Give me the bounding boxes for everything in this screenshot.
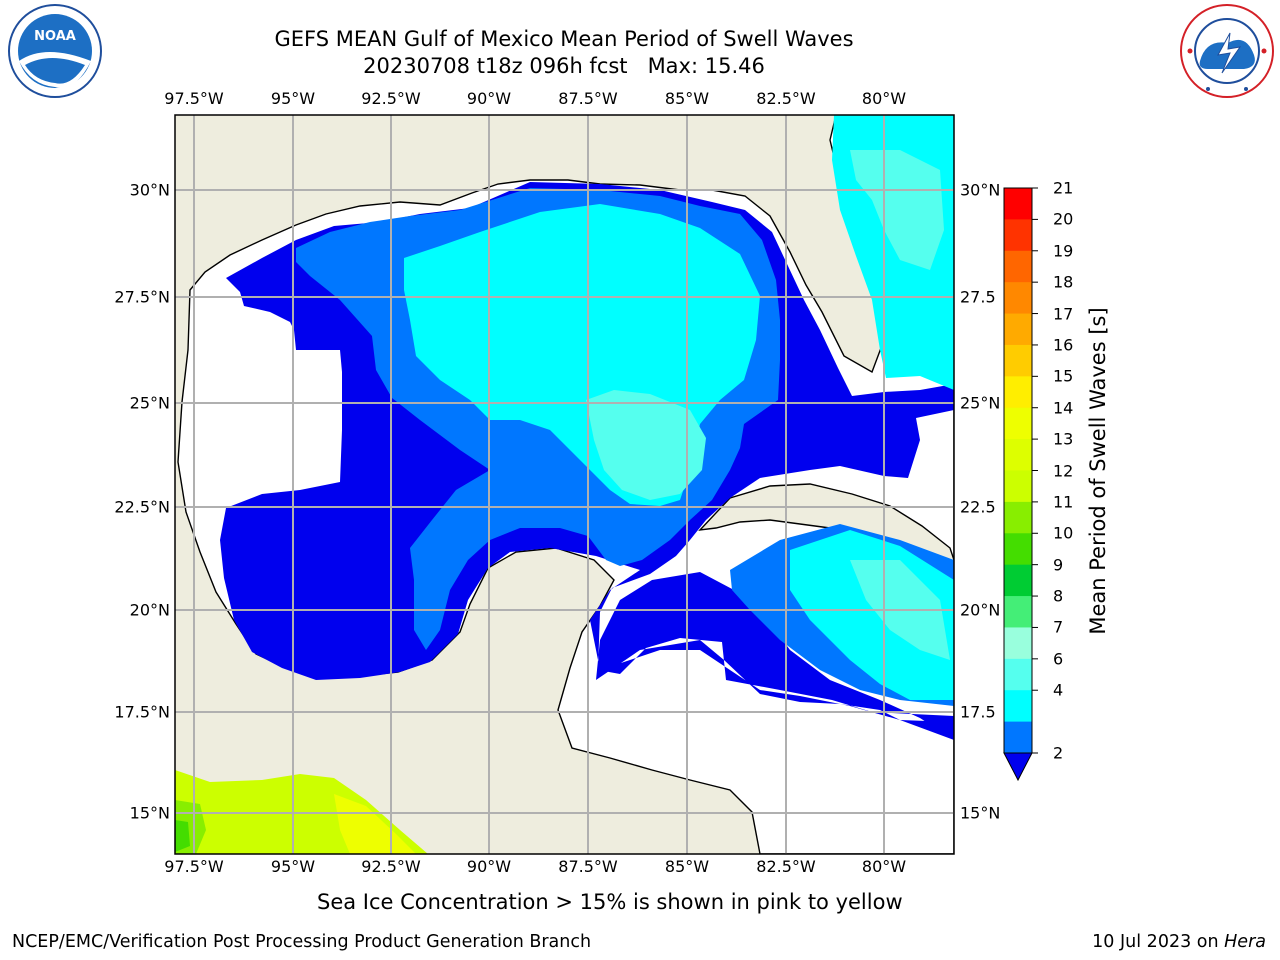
colorbar-label: Mean Period of Swell Waves [s] bbox=[1086, 307, 1110, 635]
lat-tick-left: 15°N bbox=[129, 803, 170, 823]
colorbar-bin bbox=[1004, 219, 1032, 252]
lat-tick-left: 25°N bbox=[129, 393, 170, 413]
lon-tick-bottom: 97.5°W bbox=[164, 857, 224, 876]
graticule bbox=[175, 115, 954, 854]
colorbar-tick-label: 7 bbox=[1053, 617, 1064, 637]
colorbar-bin bbox=[1004, 188, 1032, 220]
colorbar-bin bbox=[1004, 627, 1032, 660]
lon-tick-top: 87.5°W bbox=[558, 89, 618, 108]
lon-tick-top: 85°W bbox=[664, 89, 710, 108]
colorbar-tick-label: 4 bbox=[1053, 680, 1064, 700]
colorbar-tick-label: 8 bbox=[1053, 586, 1064, 606]
colorbar-bin bbox=[1004, 344, 1032, 377]
lat-tick-left: 17.5°N bbox=[114, 702, 170, 722]
colorbar-bin bbox=[1004, 501, 1032, 534]
colorbar-bin bbox=[1004, 658, 1032, 691]
colorbar-tick-label: 21 bbox=[1053, 178, 1074, 198]
svg-text:NOAA: NOAA bbox=[34, 29, 76, 44]
lon-tick-bottom: 95°W bbox=[270, 857, 316, 876]
colorbar-tick-label: 19 bbox=[1053, 241, 1074, 261]
lon-tick-bottom: 82.5°W bbox=[756, 857, 816, 876]
colorbar-tick-label: 16 bbox=[1053, 335, 1074, 355]
colorbar-tick-label: 20 bbox=[1053, 209, 1074, 229]
footer-right: 10 Jul 2023 on Hera bbox=[1092, 932, 1266, 952]
lat-tick-left: 27.5°N bbox=[114, 287, 170, 307]
lon-tick-top: 92.5°W bbox=[361, 89, 421, 108]
lon-tick-top: 90°W bbox=[466, 89, 512, 108]
lat-tick-left: 22.5°N bbox=[114, 497, 170, 517]
lon-tick-bottom: 85°W bbox=[664, 857, 710, 876]
lon-tick-bottom: 92.5°W bbox=[361, 857, 421, 876]
colorbar-tick-label: 15 bbox=[1053, 366, 1074, 386]
colorbar-bin bbox=[1004, 721, 1032, 754]
colorbar-bin bbox=[1004, 439, 1032, 471]
colorbar-tick-label: 14 bbox=[1053, 398, 1074, 418]
colorbar-tick-label: 11 bbox=[1053, 492, 1074, 512]
swell-period-field bbox=[175, 115, 954, 854]
lat-tick-right: 15°N bbox=[960, 803, 1001, 823]
lat-tick-left: 30°N bbox=[129, 180, 170, 200]
lat-tick-right: 30°N bbox=[960, 180, 1001, 200]
footer-date: 10 Jul 2023 on bbox=[1092, 932, 1225, 952]
lon-tick-bottom: 80°W bbox=[861, 857, 907, 876]
colorbar-tick-label: 2 bbox=[1053, 743, 1064, 763]
colorbar-bin bbox=[1004, 596, 1032, 628]
colorbar-bin bbox=[1004, 250, 1032, 283]
colorbar-bin bbox=[1004, 690, 1032, 723]
colorbar-bin bbox=[1004, 470, 1032, 503]
footer-left: NCEP/EMC/Verification Post Processing Pr… bbox=[12, 932, 592, 952]
lon-tick-top: 82.5°W bbox=[756, 89, 816, 108]
colorbar-tick-label: 17 bbox=[1053, 304, 1074, 324]
lon-tick-bottom: 90°W bbox=[466, 857, 512, 876]
colorbar-bin bbox=[1004, 407, 1032, 440]
title-line-1: GEFS MEAN Gulf of Mexico Mean Period of … bbox=[274, 27, 854, 51]
lon-tick-bottom: 87.5°W bbox=[558, 857, 618, 876]
colorbar-tick-label: 18 bbox=[1053, 272, 1074, 292]
footer-host: Hera bbox=[1224, 932, 1266, 952]
lon-tick-top: 97.5°W bbox=[164, 89, 224, 108]
colorbar-tick-label: 12 bbox=[1053, 461, 1074, 480]
colorbar-extend-triangle bbox=[1003, 752, 1033, 782]
colorbar-bin bbox=[1004, 533, 1032, 566]
lat-tick-right: 17.5 bbox=[960, 702, 996, 722]
colorbar-tick-label: 13 bbox=[1053, 429, 1074, 449]
colorbar-bin bbox=[1004, 376, 1032, 409]
sea-ice-caption: Sea Ice Concentration > 15% is shown in … bbox=[317, 890, 903, 914]
colorbar-tick-label: 9 bbox=[1053, 555, 1064, 575]
colorbar bbox=[1003, 187, 1038, 782]
lat-tick-right: 20°N bbox=[960, 600, 1001, 620]
lon-tick-top: 95°W bbox=[270, 89, 316, 108]
colorbar-tick-label: 6 bbox=[1053, 649, 1064, 669]
noaa-logo: NOAA bbox=[8, 4, 102, 98]
colorbar-tick-label: 10 bbox=[1053, 523, 1074, 543]
lat-tick-right: 22.5 bbox=[960, 497, 996, 517]
colorbar-bin bbox=[1004, 564, 1032, 597]
nws-logo bbox=[1180, 4, 1274, 98]
colorbar-bin bbox=[1004, 282, 1032, 315]
lat-tick-left: 20°N bbox=[129, 600, 170, 620]
lat-tick-right: 25°N bbox=[960, 393, 1001, 413]
lon-tick-top: 80°W bbox=[861, 89, 907, 108]
title-line-2: 20230708 t18z 096h fcst Max: 15.46 bbox=[363, 54, 765, 78]
lat-tick-right: 27.5 bbox=[960, 287, 996, 307]
colorbar-bin bbox=[1004, 313, 1032, 346]
map-frame bbox=[174, 114, 955, 855]
